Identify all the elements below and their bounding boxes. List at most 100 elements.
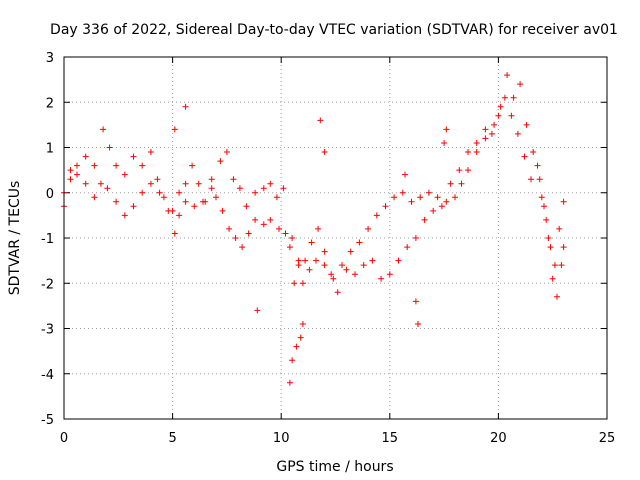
data-point: [74, 162, 80, 169]
data-point: [182, 180, 189, 187]
data-point: [171, 126, 178, 133]
data-point: [412, 235, 419, 241]
data-point: [556, 225, 563, 232]
data-point: [369, 257, 376, 264]
data-point: [195, 180, 202, 187]
data-point: [82, 153, 89, 160]
data-point: [208, 176, 215, 183]
x-tick-label: 10: [273, 431, 290, 446]
data-point: [293, 343, 300, 350]
data-point: [154, 176, 161, 183]
data-point: [182, 198, 189, 205]
data-point: [321, 248, 328, 255]
data-point: [91, 162, 98, 169]
data-point: [425, 189, 432, 196]
data-point: [545, 235, 552, 241]
data-point: [438, 203, 445, 210]
data-point: [282, 230, 289, 237]
data-point: [347, 248, 354, 255]
data-point: [508, 112, 515, 119]
data-point: [260, 185, 267, 192]
data-point: [452, 194, 458, 201]
data-point: [252, 216, 259, 223]
data-point: [402, 171, 408, 178]
data-point: [82, 180, 89, 187]
data-point: [113, 198, 120, 205]
data-point: [510, 94, 517, 101]
data-point: [176, 189, 183, 196]
x-tick-label: 5: [168, 431, 176, 446]
data-point: [378, 275, 385, 282]
data-point: [260, 221, 267, 228]
data-point: [473, 140, 480, 146]
data-point: [558, 262, 565, 269]
data-point: [443, 126, 450, 133]
data-point: [217, 158, 224, 165]
data-point: [171, 230, 178, 237]
data-point: [273, 194, 280, 201]
data-point: [67, 176, 74, 183]
data-point: [421, 216, 428, 223]
data-point: [232, 235, 239, 241]
data-point: [488, 130, 495, 137]
data-point: [106, 144, 113, 151]
data-point: [404, 244, 411, 251]
data-point: [541, 203, 547, 210]
data-point: [160, 194, 167, 201]
data-point: [289, 357, 296, 364]
data-point: [245, 230, 252, 237]
data-point: [313, 257, 319, 264]
x-tick-label: 15: [382, 431, 399, 446]
data-point: [243, 203, 250, 210]
data-point: [223, 149, 230, 155]
data-point: [267, 180, 274, 187]
data-point: [456, 167, 463, 174]
data-point: [169, 207, 176, 214]
data-point: [299, 280, 306, 287]
data-point: [530, 149, 537, 155]
data-point: [501, 94, 508, 101]
data-point: [523, 121, 530, 128]
data-point: [189, 162, 196, 169]
data-point: [447, 180, 454, 187]
x-axis-label: GPS time / hours: [276, 459, 393, 475]
data-point: [395, 257, 402, 264]
data-point: [121, 212, 128, 219]
data-point: [295, 262, 302, 269]
data-point: [412, 298, 419, 305]
data-point: [317, 117, 324, 124]
data-point: [306, 266, 313, 273]
data-point: [441, 140, 448, 146]
plot-frame: [63, 56, 608, 420]
data-point: [239, 244, 246, 251]
x-tick-label: 25: [599, 431, 616, 446]
data-point: [352, 271, 358, 278]
data-point: [156, 189, 163, 196]
y-tick-label: 2: [46, 96, 54, 111]
data-point: [308, 239, 315, 246]
y-tick-label: -5: [41, 413, 54, 428]
data-point: [482, 135, 489, 142]
data-point: [434, 194, 441, 201]
data-point: [473, 149, 480, 155]
data-point: [554, 293, 560, 300]
data-point: [147, 149, 154, 155]
data-point: [356, 239, 363, 246]
data-point: [549, 275, 556, 282]
data-point: [139, 162, 146, 169]
data-point: [386, 271, 393, 278]
data-point: [113, 162, 120, 169]
data-point: [391, 194, 398, 201]
data-point: [547, 244, 554, 251]
data-point: [514, 130, 521, 137]
data-point: [291, 280, 298, 287]
data-point: [286, 379, 293, 386]
data-point: [373, 212, 380, 219]
data-point: [74, 171, 80, 178]
data-point: [399, 189, 406, 196]
data-point: [536, 176, 543, 183]
data-point: [200, 198, 206, 205]
data-point: [560, 244, 567, 251]
y-tick-label: 0: [46, 187, 54, 202]
